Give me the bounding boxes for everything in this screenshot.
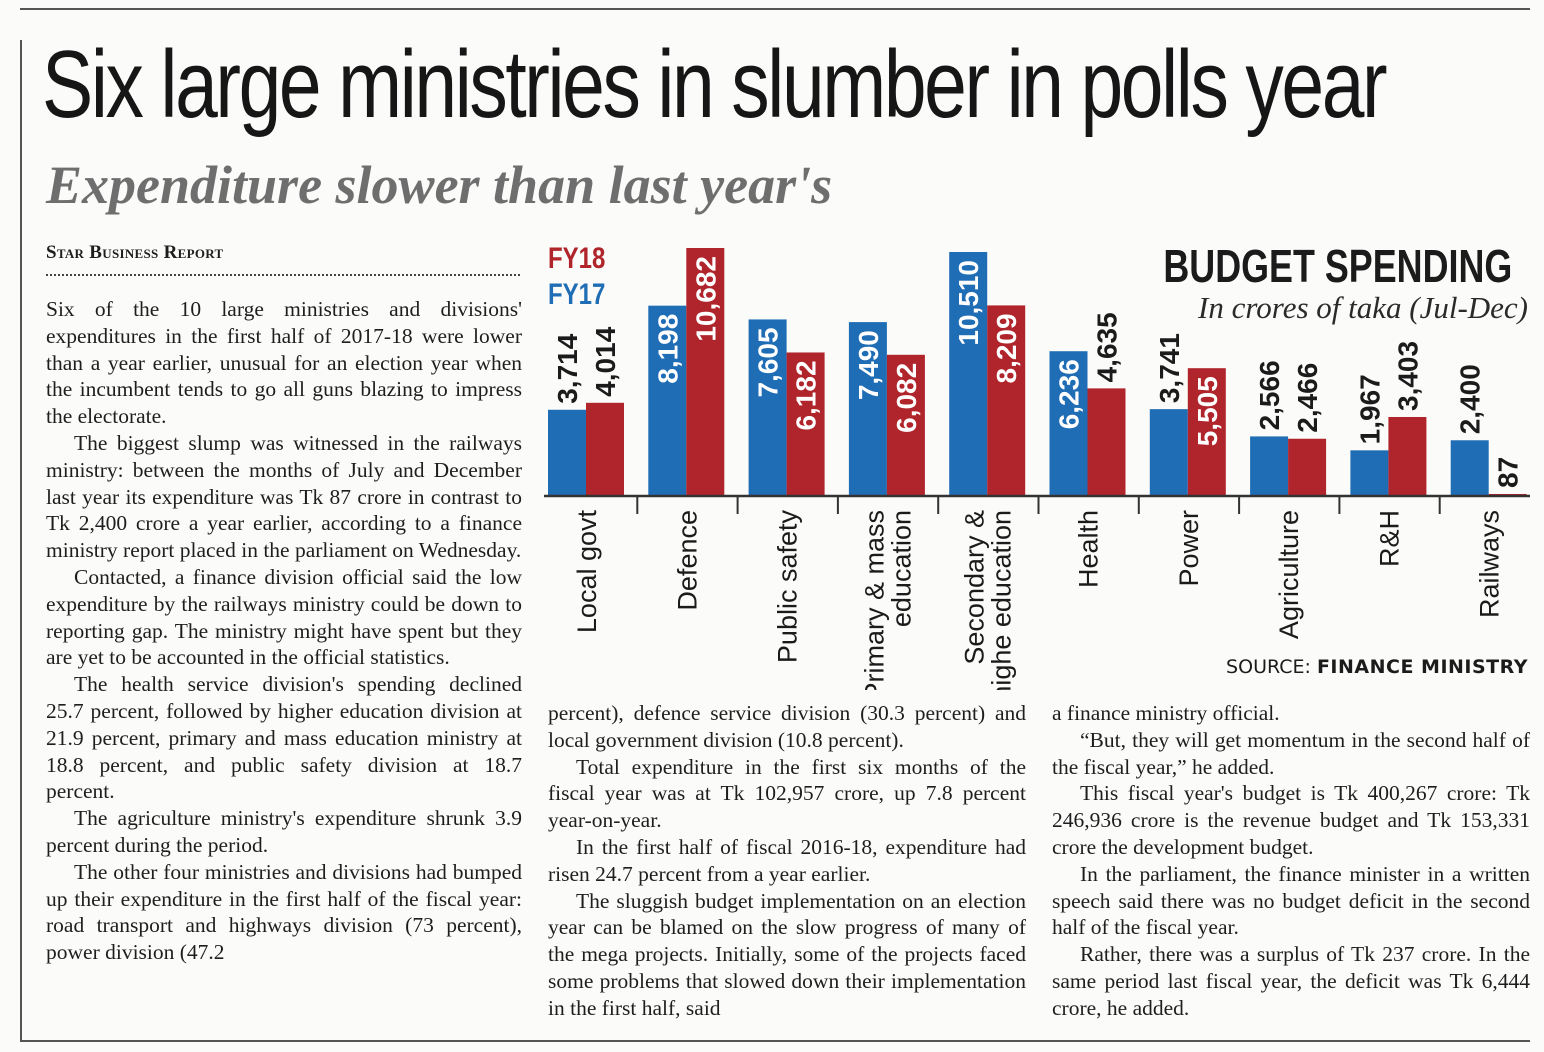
paragraph: Total expenditure in the first six month… <box>548 754 1026 833</box>
data-label-fy18: 6,182 <box>791 360 822 430</box>
category-label-line: R&H <box>1374 510 1404 567</box>
source-name: FINANCE MINISTRY <box>1316 656 1528 678</box>
data-label-fy18: 5,505 <box>1192 376 1223 446</box>
chart-subtitle: In crores of taka (Jul-Dec) <box>1198 290 1528 325</box>
category-label: Agriculture <box>1274 510 1304 639</box>
source-label: SOURCE: <box>1226 656 1311 678</box>
category-label-line: Health <box>1074 510 1104 588</box>
bar-fy17 <box>1149 409 1188 496</box>
data-label-fy18: 3,403 <box>1392 341 1423 411</box>
bar-fy18 <box>586 402 624 496</box>
bar-fy17 <box>1450 440 1489 496</box>
bar-fy18 <box>686 248 725 496</box>
data-label-fy18: 87 <box>1493 457 1524 488</box>
category-label-line: Local govt <box>572 510 602 634</box>
category-label-line: Secondary & <box>960 510 990 665</box>
data-label-fy18: 8,209 <box>991 313 1022 383</box>
bar-fy17 <box>748 319 787 496</box>
bar-fy18 <box>1087 388 1126 496</box>
data-label-fy17: 2,400 <box>1455 364 1486 434</box>
category-label: Secondary &highe education <box>960 510 1017 690</box>
article-column-2: percent), defence service division (30.3… <box>548 700 1026 1030</box>
legend-fy18: FY18 <box>548 242 606 275</box>
bar-fy18 <box>886 354 925 496</box>
category-label-line: Defence <box>672 510 702 611</box>
paragraph: The agriculture ministry's expenditure s… <box>46 806 522 857</box>
paragraph: Six of the 10 large ministries and divis… <box>46 297 522 429</box>
category-label: Primary & masseducation <box>859 510 916 690</box>
data-label-fy18: 4,014 <box>590 326 621 396</box>
bar-fy18 <box>1187 368 1226 496</box>
category-label: Health <box>1074 510 1104 588</box>
data-label-fy18: 10,682 <box>690 256 721 342</box>
bar-fy18 <box>1388 416 1427 496</box>
budget-spending-chart: 3,714 4,014 Local govt 8,198 10,682 Defence 7,… <box>540 240 1532 690</box>
category-label: Power <box>1174 510 1204 587</box>
bar-fy17 <box>1049 351 1088 496</box>
category-label: Local govt <box>572 510 602 634</box>
paragraph: a finance ministry official. <box>1052 701 1280 725</box>
bar-fy18 <box>1288 438 1327 496</box>
bar-fy17 <box>1350 450 1389 496</box>
bar-fy18 <box>786 352 825 496</box>
paragraph: In the parliament, the finance minister … <box>1052 861 1530 940</box>
data-label-fy18: 2,466 <box>1292 363 1323 433</box>
legend-fy17: FY17 <box>548 278 606 311</box>
bar-fy18 <box>987 305 1026 496</box>
bar-fy17 <box>648 305 687 496</box>
data-label-fy17: 8,198 <box>652 314 683 384</box>
data-label-fy17: 7,490 <box>853 330 884 400</box>
paragraph: Rather, there was a surplus of Tk 237 cr… <box>1052 942 1530 1020</box>
left-rule <box>20 40 22 1040</box>
subheadline: Expenditure slower than last year's <box>46 155 833 215</box>
paragraph: percent), defence service division (30.3… <box>548 701 1026 752</box>
headline: Six large ministries in slumber in polls… <box>42 31 1388 138</box>
data-label-fy17: 6,236 <box>1054 359 1085 429</box>
byline: Star Business Report <box>46 242 520 276</box>
paragraph: This fiscal year's budget is Tk 400,267 … <box>1052 781 1530 859</box>
bar-fy17 <box>548 409 586 496</box>
data-label-fy17: 1,967 <box>1354 374 1385 444</box>
data-label-fy17: 10,510 <box>953 260 984 346</box>
data-label-fy17: 3,741 <box>1154 333 1185 403</box>
data-label-fy17: 2,566 <box>1254 360 1285 430</box>
paragraph: In the first half of fiscal 2016-18, exp… <box>548 834 1026 886</box>
category-label-line: Public safety <box>773 510 803 664</box>
article-column-3: a finance ministry official. “But, they … <box>1052 700 1530 1030</box>
data-label-fy17: 7,605 <box>753 327 784 397</box>
category-label-line: highe education <box>987 510 1017 690</box>
chart-title: BUDGET SPENDING <box>1163 240 1512 292</box>
category-label: Railways <box>1475 510 1505 618</box>
category-label-line: education <box>886 510 916 627</box>
bar-fy17 <box>949 251 988 496</box>
data-label-fy17: 3,714 <box>552 333 583 403</box>
top-rule <box>20 8 1530 10</box>
bottom-rule <box>20 1040 1530 1042</box>
category-label-line: Power <box>1174 510 1204 587</box>
category-label: R&H <box>1374 510 1404 567</box>
data-label-fy18: 4,635 <box>1092 312 1123 382</box>
category-label-line: Railways <box>1475 510 1505 618</box>
category-label-line: Primary & mass <box>859 510 889 690</box>
bar-fy17 <box>1250 436 1289 496</box>
paragraph: The biggest slump was witnessed in the r… <box>46 430 522 563</box>
bar-fy17 <box>848 322 887 496</box>
paragraph: The health service division's spending d… <box>46 672 522 804</box>
chart-source: SOURCE: FINANCE MINISTRY <box>1226 656 1528 678</box>
paragraph: The sluggish budget implementation on an… <box>548 888 1026 1020</box>
category-label-line: Agriculture <box>1274 510 1304 639</box>
category-label: Defence <box>672 510 702 611</box>
paragraph: “But, they will get momentum in the seco… <box>1052 727 1530 779</box>
paragraph: Contacted, a finance division official s… <box>46 564 522 670</box>
article-column-1: Six of the 10 large ministries and divis… <box>46 296 522 1026</box>
category-label: Public safety <box>773 510 803 664</box>
paragraph: The other four ministries and divisions … <box>46 859 522 965</box>
data-label-fy18: 6,082 <box>891 363 922 433</box>
